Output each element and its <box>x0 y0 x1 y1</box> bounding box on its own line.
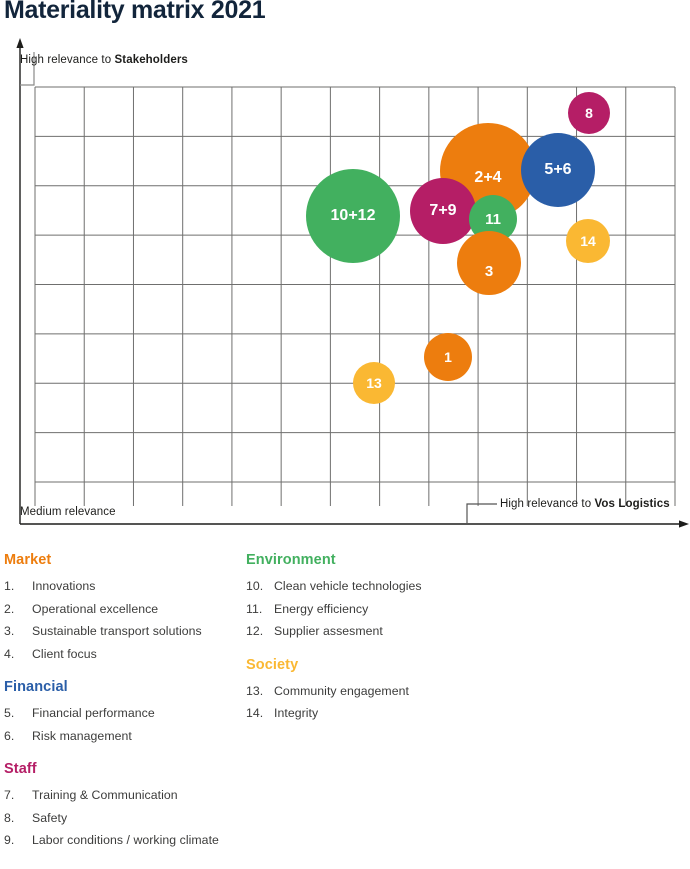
legend-item-label: Sustainable transport solutions <box>32 624 202 638</box>
y-axis-label: High relevance to Stakeholders <box>20 54 188 66</box>
legend-group-title: Financial <box>4 679 68 695</box>
legend-item-label: Clean vehicle technologies <box>274 579 422 593</box>
bubble-7-9[interactable]: 7+9 <box>410 178 476 244</box>
legend-item[interactable]: 5. Financial performance <box>4 702 244 725</box>
x-axis-label-bracket <box>466 503 497 524</box>
bubble-label: 14 <box>580 233 596 249</box>
legend-group-market: Market 1. Innovations 2. Operational excelle… <box>4 552 244 665</box>
legend-item[interactable]: 10. Clean vehicle technologies <box>246 575 496 598</box>
legend-item[interactable]: 1. Innovations <box>4 575 244 598</box>
legend-item-number: 6. <box>4 728 15 743</box>
legend-item-number: 12. <box>246 624 264 638</box>
legend-item-number: 14. <box>246 706 264 720</box>
legend-item[interactable]: 3. Sustainable transport solutions <box>4 620 244 643</box>
bubble-label: 5+6 <box>544 161 572 178</box>
y-axis-label-prefix: High relevance to <box>20 54 115 66</box>
legend-item[interactable]: 11. Energy efficiency <box>246 598 496 621</box>
legend-item-label: Operational excellence <box>32 601 159 616</box>
bubble-label: 8 <box>585 105 593 121</box>
legend-group-title: Market <box>4 552 52 568</box>
legend-group-title: Staff <box>4 761 37 777</box>
bubble-8[interactable]: 8 <box>568 92 610 134</box>
legend-item-label: Training & Communication <box>32 788 178 802</box>
legend-group-staff: Staff 7. Training & Communication 8. Safety 9… <box>4 761 244 852</box>
legend-item-label: Safety <box>32 810 68 825</box>
legend-item-label: Financial performance <box>32 706 155 720</box>
legend-item[interactable]: 12. Supplier assesment <box>246 620 496 643</box>
legend-item[interactable]: 4. Client focus <box>4 643 244 666</box>
matrix-grid-svg <box>16 38 689 528</box>
legend-item-number: 9. <box>4 833 15 847</box>
legend-item[interactable]: 13. Community engagement <box>246 680 496 703</box>
bubble-label: 2+4 <box>474 169 502 186</box>
bubble-label: 13 <box>366 375 382 391</box>
legend-group-title: Environment <box>246 552 336 568</box>
legend-item[interactable]: 7. Training & Communication <box>4 784 244 807</box>
legend-item-number: 11. <box>246 601 263 616</box>
legend-item-label: Community engagement <box>274 683 409 698</box>
x-axis-label-right: High relevance to Vos Logistics <box>500 498 670 510</box>
legend-item-number: 3. <box>4 624 15 638</box>
legend-item-number: 8. <box>4 810 15 825</box>
legend-item-number: 10. <box>246 579 264 593</box>
legend-item-label: Integrity <box>274 706 319 720</box>
legend-item-label: Labor conditions / working climate <box>32 833 219 847</box>
bubble-label: 7+9 <box>429 202 457 219</box>
y-axis-label-strong: Stakeholders <box>114 54 188 66</box>
legend-item[interactable]: 9. Labor conditions / working climate <box>4 829 244 852</box>
legend-column-right: Environment 10. Clean vehicle technologies… <box>246 552 496 739</box>
legend-group-title: Society <box>246 656 299 673</box>
legend-item-label: Energy efficiency <box>274 601 369 616</box>
bubble-10-12[interactable]: 10+12 <box>306 169 400 263</box>
page-title: Materiality matrix 2021 <box>4 0 266 24</box>
legend-group-society: Society 13. Community engagement 14. Integri… <box>246 657 496 725</box>
legend-item-label: Client focus <box>32 646 97 661</box>
bubble-5-6[interactable]: 5+6 <box>521 133 595 207</box>
bubble-label: 11 <box>485 210 501 228</box>
legend-item[interactable]: 8. Safety <box>4 807 244 830</box>
legend-item-label: Supplier assesment <box>274 624 383 638</box>
x-axis-arrow <box>20 520 689 528</box>
x-axis-label-left: Medium relevance <box>20 506 116 518</box>
legend-item-number: 7. <box>4 788 15 802</box>
y-axis-arrow <box>16 38 24 524</box>
bubble-13[interactable]: 13 <box>353 362 395 404</box>
legend-item-number: 13. <box>246 683 264 698</box>
legend-item-number: 1. <box>4 579 15 593</box>
legend-item-label: Innovations <box>32 579 96 593</box>
materiality-matrix-chart: High relevance to Stakeholders Medium re… <box>16 38 689 528</box>
grid-horizontal-lines <box>35 86 675 483</box>
legend-column-left: Market 1. Innovations 2. Operational excelle… <box>4 552 244 866</box>
legend: Market 1. Innovations 2. Operational excelle… <box>0 552 690 869</box>
legend-item[interactable]: 6. Risk management <box>4 725 244 748</box>
legend-group-environment: Environment 10. Clean vehicle technologies… <box>246 552 496 643</box>
legend-item-label: Risk management <box>32 728 132 743</box>
bubble-label: 3 <box>484 262 494 280</box>
legend-item-number: 2. <box>4 601 15 616</box>
legend-item-number: 4. <box>4 646 15 661</box>
x-axis-label-right-prefix: High relevance to <box>500 498 595 510</box>
grid-vertical-lines <box>34 87 676 506</box>
bubble-label: 1 <box>444 349 452 365</box>
legend-item[interactable]: 2. Operational excellence <box>4 598 244 621</box>
bubble-14[interactable]: 14 <box>566 219 610 263</box>
bubble-label: 10+12 <box>330 207 376 224</box>
legend-group-financial: Financial 5. Financial performance 6. Risk m… <box>4 679 244 747</box>
y-axis-label-bracket <box>20 52 35 86</box>
x-axis-label-right-strong: Vos Logistics <box>594 498 670 510</box>
legend-item[interactable]: 14. Integrity <box>246 702 496 725</box>
bubble-1[interactable]: 1 <box>424 333 472 381</box>
bubble-3[interactable]: 3 <box>457 231 521 295</box>
legend-item-number: 5. <box>4 706 15 720</box>
